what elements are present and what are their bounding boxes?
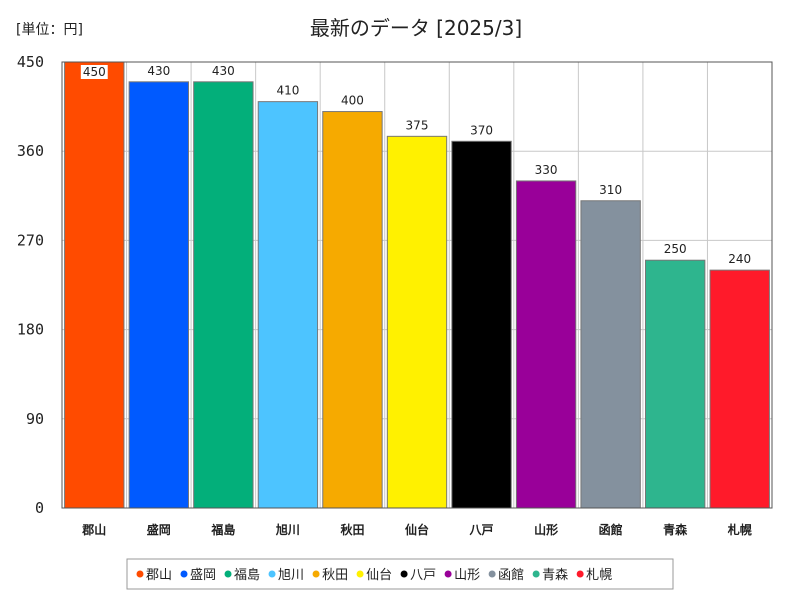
legend-item: 秋田 — [322, 568, 348, 583]
legend-item: 仙台 — [366, 568, 392, 583]
legend-marker — [136, 570, 144, 578]
y-tick-label: 450 — [17, 53, 44, 71]
legend-marker — [444, 570, 452, 578]
bars — [64, 61, 770, 509]
legend-item: 青森 — [542, 568, 568, 583]
data-label: 450 — [83, 65, 106, 79]
legend-marker — [180, 570, 188, 578]
bar-青森 — [644, 259, 706, 509]
bar-八戸 — [451, 140, 512, 509]
bar-函館 — [580, 200, 641, 509]
legend-item: 盛岡 — [190, 568, 216, 583]
y-tick-label: 0 — [35, 499, 44, 517]
legend-item: 郡山 — [146, 568, 172, 583]
x-axis: 郡山 盛岡 福島 旭川 秋田 仙台 八戸 山形 函館 青森 札幌 — [81, 522, 751, 537]
x-tick-label: 郡山 — [81, 522, 106, 537]
plot-frame — [61, 61, 773, 509]
legend-item: 函館 — [498, 568, 524, 583]
bar-仙台 — [386, 135, 448, 509]
bar-旭川 — [257, 101, 319, 509]
data-label: 250 — [664, 242, 687, 256]
legend-item: 旭川 — [278, 568, 304, 583]
legend-marker — [224, 570, 232, 578]
x-tick-label: 山形 — [534, 522, 558, 537]
bar-札幌 — [709, 269, 770, 509]
legend-item: 山形 — [454, 568, 480, 583]
y-tick-label: 270 — [17, 231, 44, 249]
data-label: 310 — [599, 183, 622, 197]
x-tick-label: 青森 — [663, 522, 688, 537]
data-label: 240 — [728, 252, 751, 266]
legend-marker — [532, 570, 540, 578]
legend-marker — [576, 570, 584, 578]
legend: 郡山 盛岡 福島 旭川 秋田 仙台 八戸 山形 函館 青森 札幌 — [126, 558, 674, 590]
x-tick-label: 札幌 — [727, 522, 752, 537]
legend-item: 八戸 — [410, 568, 436, 583]
data-label: 410 — [276, 84, 299, 98]
bar-福島 — [193, 81, 254, 509]
x-tick-label: 盛岡 — [147, 522, 171, 537]
x-tick-label: 八戸 — [469, 523, 494, 537]
x-tick-label: 秋田 — [340, 522, 364, 537]
data-label: 400 — [341, 94, 364, 108]
x-tick-label: 仙台 — [405, 522, 429, 537]
data-label: 375 — [406, 118, 429, 132]
bar-郡山 — [64, 61, 125, 509]
bar-秋田 — [322, 111, 383, 509]
bar-山形 — [515, 180, 577, 509]
y-tick-label: 360 — [17, 142, 44, 160]
y-tick-label: 180 — [17, 321, 44, 339]
data-label: 370 — [470, 123, 493, 137]
legend-marker — [312, 570, 320, 578]
bar-盛岡 — [128, 81, 190, 509]
legend-marker — [356, 570, 364, 578]
legend-marker — [488, 570, 496, 578]
legend-item: 福島 — [234, 568, 260, 583]
chart-title: 最新のデータ [2025/3] — [310, 16, 522, 40]
legend-marker — [268, 570, 276, 578]
data-labels: 450 430 430 410 400 375 370 330 310 250 240 — [80, 64, 751, 266]
x-tick-label: 旭川 — [275, 522, 300, 537]
data-label: 430 — [147, 64, 170, 78]
unit-label: [単位：円] — [16, 22, 83, 38]
data-label: 430 — [212, 64, 235, 78]
legend-marker — [400, 570, 408, 578]
y-axis: 0 90 180 270 360 450 — [17, 53, 44, 517]
data-label: 330 — [535, 163, 558, 177]
x-tick-label: 函館 — [599, 522, 623, 537]
y-tick-label: 90 — [26, 410, 44, 428]
x-tick-label: 福島 — [210, 522, 235, 537]
data-label-bg — [80, 65, 108, 79]
legend-item: 札幌 — [586, 567, 612, 583]
